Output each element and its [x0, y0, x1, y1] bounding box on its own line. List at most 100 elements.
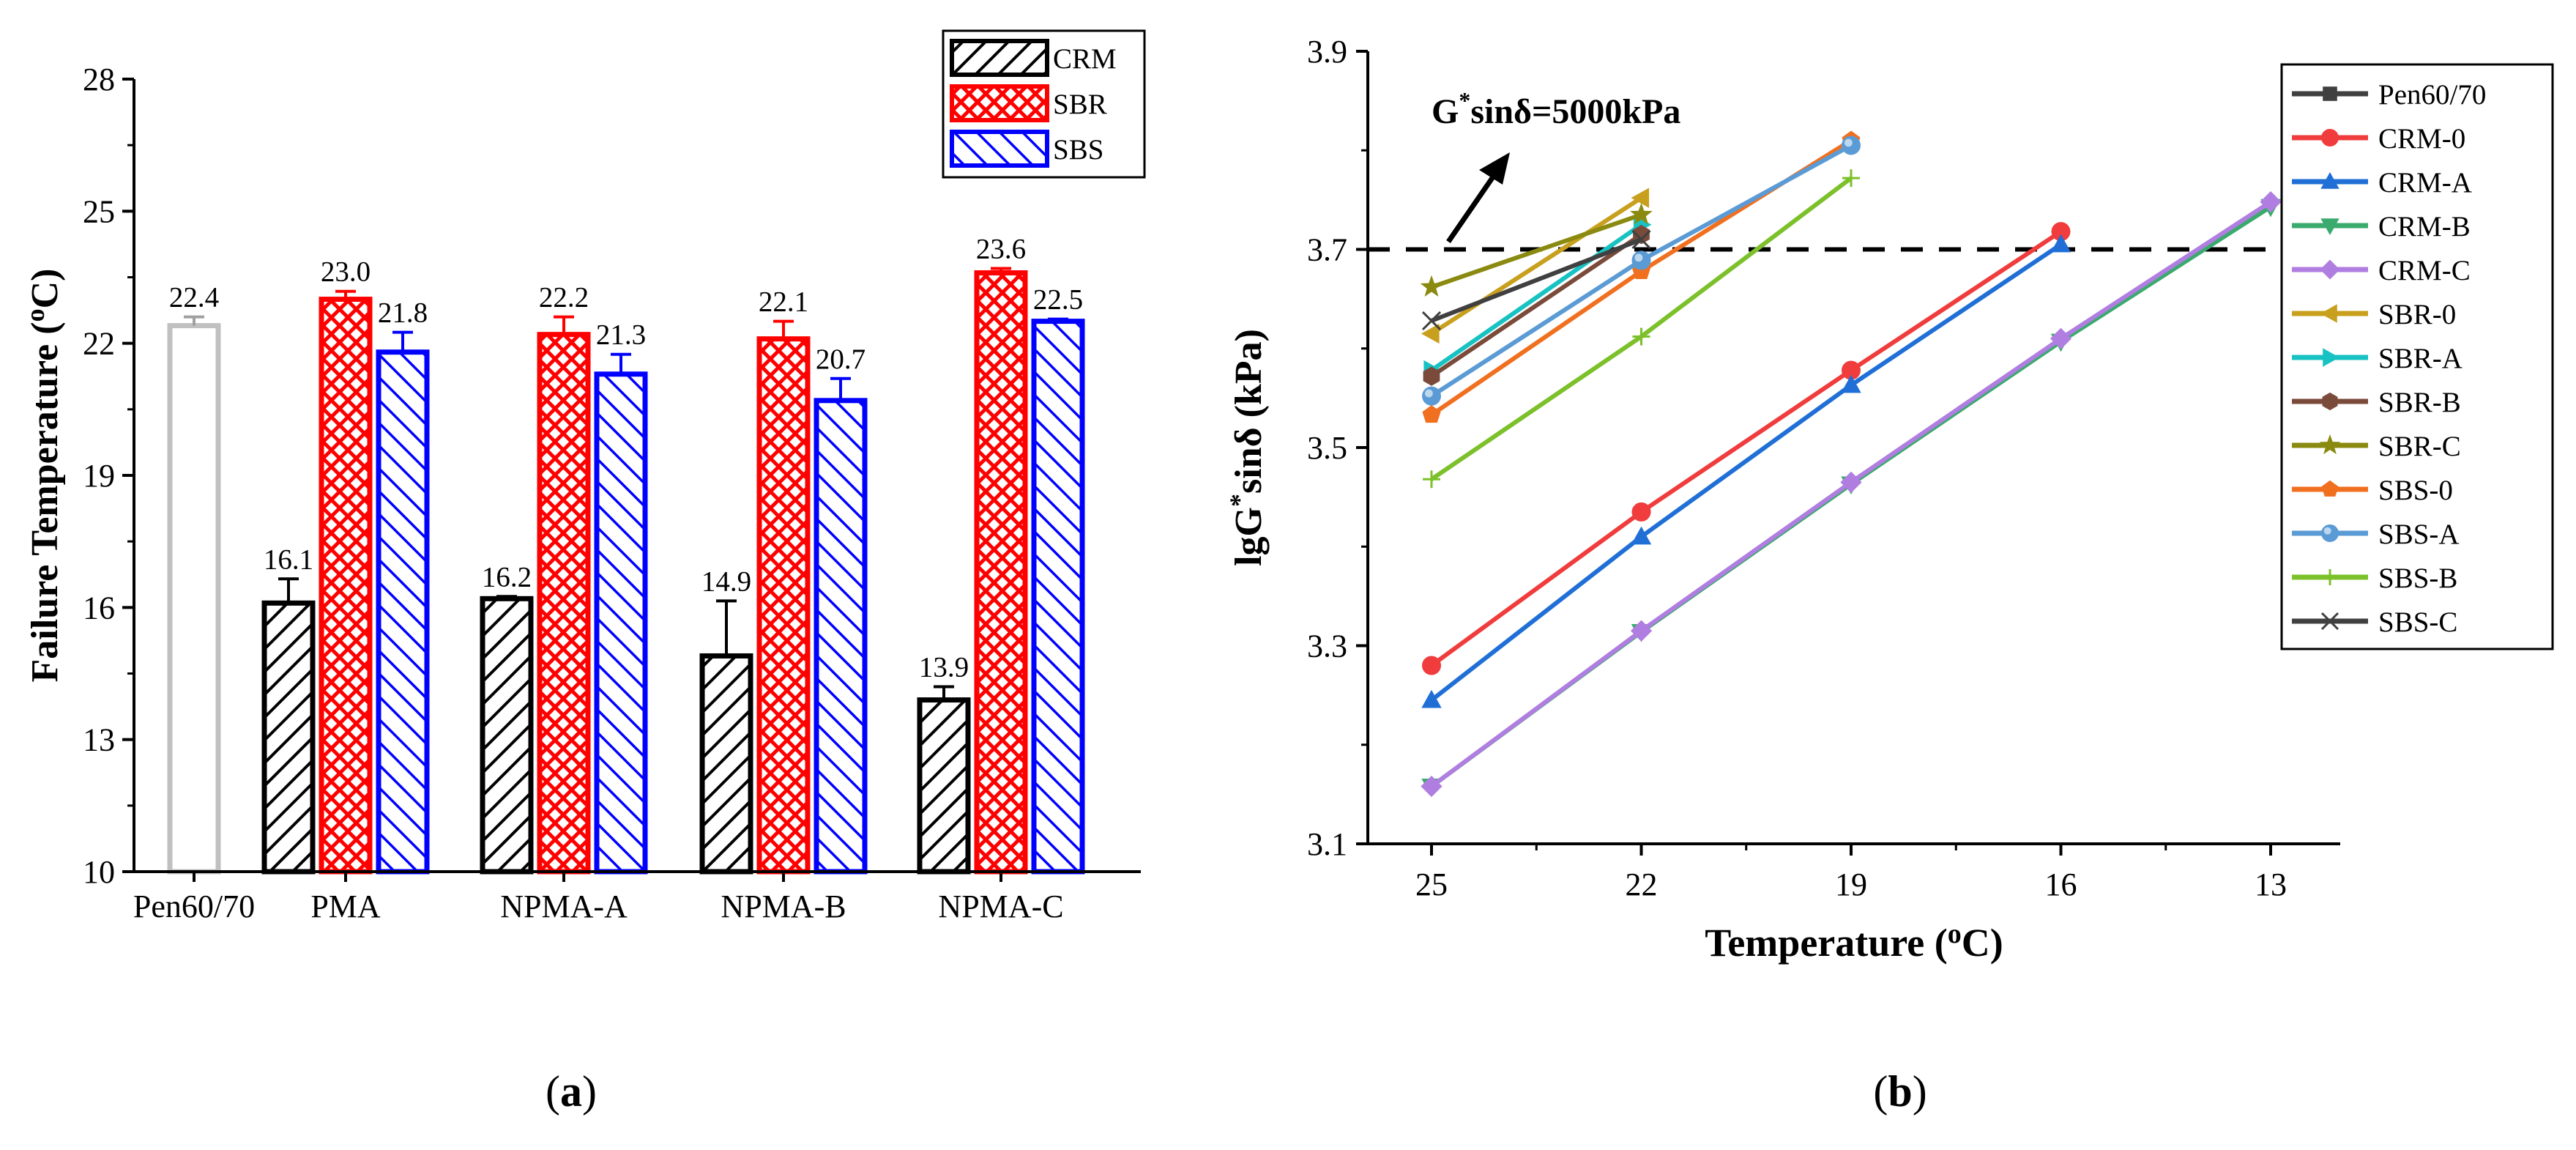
point-crm-c: [2050, 327, 2072, 349]
data-label: 22.5: [1033, 284, 1083, 316]
point-crm-0: [1631, 502, 1651, 522]
series-sbr-c: [1420, 203, 1653, 297]
data-label: 22.2: [539, 282, 589, 314]
legend-marker: [2321, 480, 2339, 497]
legend-marker: [2320, 218, 2339, 236]
legend-a: CRM SBR SBS: [942, 29, 1146, 179]
data-label: 23.0: [321, 256, 371, 288]
ticks-b: 25 22 19 16 13 3.1 3.3 3.5 3.7 3.9: [1307, 34, 2287, 902]
point-crm-c: [1840, 471, 1862, 493]
bar-sbs: [594, 371, 648, 875]
legend-item-pen60-70: Pen60/70: [2292, 79, 2486, 111]
legend-label: SBR-A: [2378, 343, 2463, 374]
series-sbs-a: [1422, 136, 1861, 406]
y-tick-label-a: 19: [83, 458, 115, 494]
annotation-arrow: [1446, 174, 1496, 243]
legend-marker: [2320, 304, 2337, 323]
x-axis-title-b: Temperature (oC): [1705, 919, 2003, 965]
legend-marker: [2321, 129, 2339, 146]
point-sbs-c: [1421, 311, 1442, 330]
x-tick-label-b: 16: [2045, 867, 2077, 902]
bar-crm: [917, 697, 971, 875]
x-tick-label-b: 13: [2255, 867, 2287, 902]
point-sbr-c: [1420, 275, 1443, 297]
legend-label: CRM-A: [2378, 167, 2472, 199]
y-tick-label-a: 25: [83, 193, 115, 229]
data-label: 13.9: [919, 652, 969, 683]
bar-sbr: [319, 297, 373, 875]
bars: 22.4 16.1 23.021.8 16.2 22.221.3 14.9 22.1 20.7…: [167, 233, 1085, 875]
line-sbr-c: [1431, 212, 1642, 289]
y-tick-label-b: 3.9: [1307, 34, 1347, 70]
legend-swatch-sbr: [950, 84, 1049, 122]
point-sbr-b: [1423, 366, 1440, 386]
x-tick-label-a: NPMA-B: [721, 889, 846, 924]
legend-item-sbr-0: SBR-0: [2292, 299, 2456, 330]
legend-item-sbs-a: SBS-A: [2292, 519, 2460, 550]
line-sbr-a: [1430, 223, 1643, 372]
legend-label: CRM-0: [2378, 123, 2465, 155]
point-crm-a: [1421, 689, 1442, 708]
y-tick-label-a: 16: [83, 590, 115, 626]
data-label: 22.1: [759, 286, 808, 318]
legend-marker: [2320, 171, 2339, 189]
legend-item-sbs-b: SBS-B: [2292, 563, 2457, 594]
point-crm-c: [1421, 775, 1443, 798]
data-label: 22.4: [169, 282, 219, 314]
legend-item-crm-c: CRM-C: [2292, 255, 2471, 286]
x-tick-labels-a: Pen60/70 PMA NPMA-A NPMA-B NPMA-C: [133, 872, 1064, 924]
bar-crm: [699, 653, 753, 875]
x-tick-label-b: 25: [1415, 867, 1448, 902]
series-crm-a: [1421, 234, 2071, 708]
point-sbs-c: [1631, 229, 1651, 250]
legend-item-sbs-0: SBS-0: [2292, 475, 2453, 506]
y-axis-title-a: Failure Temperature (oC): [21, 269, 66, 683]
y-tick-label-b: 3.5: [1307, 430, 1347, 466]
series-sbr-0: [1421, 188, 1650, 344]
bar-sbs: [376, 349, 430, 875]
bar-sbr: [974, 270, 1028, 875]
point-sbr-0: [1421, 323, 1440, 344]
series-crm-c: [1421, 190, 2282, 798]
line-crm-a: [1430, 242, 2063, 702]
legend-item-sbr-a: SBR-A: [2292, 343, 2463, 374]
point-sbs-a-highlight: [1425, 389, 1433, 398]
x-tick-label-a: Pen60/70: [133, 889, 255, 924]
panel-label-b: (b): [1873, 1067, 1927, 1116]
legend-label: SBS: [1053, 134, 1103, 166]
point-crm-c: [2260, 190, 2282, 213]
data-label: 14.9: [701, 565, 751, 597]
legend-label: SBS-B: [2378, 563, 2457, 594]
legend-item-sbs-c: SBS-C: [2292, 606, 2457, 638]
line-sbr-b: [1430, 232, 1643, 379]
legend-marker: [2323, 86, 2337, 101]
point-crm-c: [1630, 620, 1653, 642]
legend-label: SBS-0: [2378, 475, 2453, 506]
legend-label: CRM-C: [2378, 255, 2471, 286]
panel-b: 25 22 19 16 13 3.1 3.3 3.5 3.7 3.9 Temperature (o…: [1224, 34, 2554, 1116]
y-axis-title-b: lgG*sinδ (kPa): [1224, 329, 1270, 566]
legend-marker: [2320, 259, 2340, 280]
x-tick-label-a: NPMA-A: [500, 889, 628, 924]
legend-marker: [2320, 612, 2339, 631]
data-label: 16.2: [482, 561, 532, 593]
y-ticks-a: 10 13 16 19 22 25 28: [83, 62, 134, 890]
legend-label: CRM: [1053, 43, 1117, 75]
bar-crm: [261, 600, 316, 875]
legend-marker: [2319, 434, 2341, 455]
legend-swatch-sbs: [950, 130, 1049, 168]
legend-b: Pen60/70 CRM-0 CRM-A CRM-B CRM-C SBR-0 SBR-A SB…: [2280, 63, 2554, 650]
legend-label: SBS-C: [2378, 606, 2457, 638]
legend-label: SBS-A: [2378, 519, 2460, 550]
series-crm-0: [1422, 222, 2071, 675]
y-title-unit: C): [24, 269, 66, 309]
y-tick-label-a: 28: [83, 62, 115, 97]
point-crm-0: [1422, 656, 1441, 675]
point-sbs-a-highlight: [1634, 253, 1643, 262]
line-crm-0: [1430, 229, 2063, 667]
data-label: 20.7: [816, 344, 866, 375]
y-tick-label-a: 22: [83, 326, 115, 362]
legend-item-sbr-c: SBR-C: [2292, 431, 2461, 462]
annotation-arrowhead: [1479, 152, 1510, 185]
